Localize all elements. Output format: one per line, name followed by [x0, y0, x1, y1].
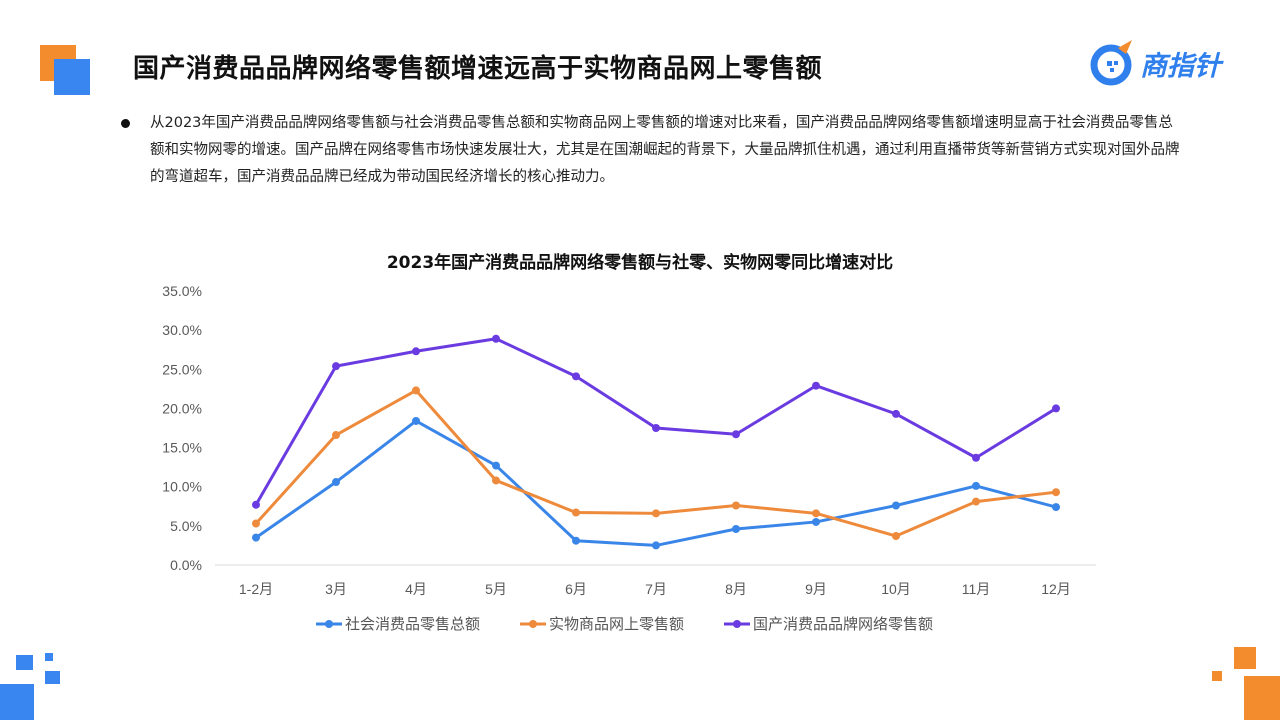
data-point-series1: [892, 501, 900, 510]
y-tick-label: 5.0%: [170, 518, 202, 534]
deco-square-blue-bl-4: [0, 684, 34, 720]
data-point-series2: [572, 508, 580, 517]
data-point-series2: [332, 431, 340, 440]
y-tick-label: 20.0%: [162, 400, 202, 416]
data-point-series2: [492, 476, 500, 485]
data-point-series2: [252, 519, 260, 528]
x-tick-label: 4月: [405, 581, 427, 597]
data-point-series1: [732, 524, 740, 533]
data-point-series3: [732, 430, 740, 439]
data-point-series3: [812, 381, 820, 390]
page-title: 国产消费品品牌网络零售额增速远高于实物商品网上零售额: [133, 54, 823, 84]
data-point-series3: [572, 372, 580, 381]
compass-logo-icon: [1090, 40, 1132, 86]
data-point-series3: [252, 500, 260, 509]
legend-marker-series2: [520, 619, 546, 628]
legend-label-series2: 实物商品网上零售额: [549, 615, 685, 633]
chart-title: 2023年国产消费品品牌网络零售额与社零、实物网零同比增速对比: [386, 253, 894, 273]
data-point-series2: [412, 386, 420, 395]
x-tick-label: 5月: [485, 581, 507, 597]
x-tick-label: 10月: [881, 581, 911, 597]
y-tick-label: 10.0%: [162, 479, 202, 495]
x-tick-label: 12月: [1041, 581, 1071, 597]
legend-label-series3: 国产消费品品牌网络零售额: [753, 615, 934, 633]
series-line-3: [254, 337, 1057, 506]
data-point-series1: [252, 533, 260, 542]
legend-item-series1: 社会消费品零售总额: [316, 613, 480, 634]
legend-item-series3: 国产消费品品牌网络零售额: [724, 613, 933, 634]
legend-marker-series1: [316, 619, 342, 628]
x-tick-label: 8月: [725, 581, 747, 597]
legend-item-series2: 实物商品网上零售额: [520, 613, 684, 634]
x-tick-label: 9月: [805, 581, 827, 597]
data-point-series1: [812, 517, 820, 526]
logo: 商指针: [1088, 36, 1258, 92]
data-point-series2: [732, 501, 740, 510]
logo-text: 商指针: [1140, 51, 1221, 82]
data-point-series1: [1052, 503, 1060, 512]
data-point-series3: [492, 334, 500, 343]
data-point-series3: [412, 347, 420, 356]
bullet-dot: [121, 119, 130, 128]
deco-square-orange-br-3: [1244, 676, 1280, 720]
data-point-series1: [412, 416, 420, 425]
y-tick-label: 30.0%: [162, 322, 202, 338]
data-point-series2: [812, 509, 820, 518]
x-tick-label: 6月: [565, 581, 587, 597]
y-tick-label: 15.0%: [162, 440, 202, 456]
data-point-series1: [492, 461, 500, 470]
legend-marker-series3: [724, 619, 750, 628]
deco-square-blue-top: [54, 59, 90, 95]
y-tick-label: 35.0%: [162, 283, 202, 299]
y-tick-label: 25.0%: [162, 361, 202, 377]
deco-square-blue-bl-3: [45, 671, 60, 684]
data-point-series3: [972, 453, 980, 462]
data-point-series3: [332, 362, 340, 371]
data-point-series1: [332, 478, 340, 487]
series-line-1: [255, 419, 1057, 547]
deco-square-blue-bl-1: [16, 655, 33, 670]
data-point-series1: [972, 481, 980, 490]
x-tick-label: 7月: [645, 581, 667, 597]
deco-square-orange-br-2: [1212, 671, 1222, 681]
data-point-series3: [1052, 404, 1060, 413]
data-point-series3: [652, 424, 660, 432]
legend-label-series1: 社会消费品零售总额: [345, 615, 481, 633]
data-point-series1: [572, 536, 580, 545]
data-point-series2: [892, 532, 900, 541]
data-point-series2: [1052, 488, 1060, 497]
deco-square-orange-br-1: [1234, 647, 1256, 669]
data-point-series1: [652, 541, 660, 550]
deco-square-blue-bl-2: [45, 653, 53, 661]
data-point-series2: [652, 509, 660, 518]
data-point-series2: [972, 497, 980, 506]
line-chart: 0.0% 5.0% 10.0% 15.0% 20.0% 25.0% 30.0% 35.0% 1-…: [162, 283, 1096, 597]
x-tick-label: 1-2月: [239, 581, 273, 597]
x-tick-label: 11月: [962, 581, 991, 597]
y-tick-label: 0.0%: [170, 557, 202, 573]
bullet-paragraph: 从2023年国产消费品品牌网络零售额与社会消费品零售总额和实物商品网上零售额的增…: [150, 115, 1180, 185]
data-point-series3: [892, 409, 900, 418]
x-tick-label: 3月: [325, 581, 347, 597]
